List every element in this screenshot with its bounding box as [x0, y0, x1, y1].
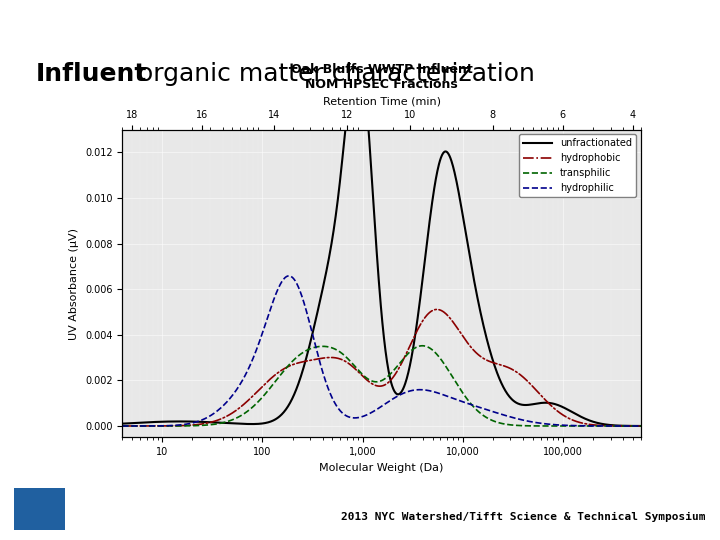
- transphilic: [328, 345, 336, 351]
- unfractionated: [346, 75, 355, 81]
- Line: hydrophobic: hydrophobic: [122, 309, 641, 426]
- transphilic: [346, 359, 355, 365]
- unfractionated: [474, 302, 483, 308]
- unfractionated: [523, 402, 531, 408]
- transphilic: [636, 423, 645, 429]
- transphilic: [418, 342, 427, 349]
- hydrophobic: [433, 306, 441, 313]
- transphilic: [118, 423, 127, 429]
- X-axis label: Retention Time (min): Retention Time (min): [323, 96, 441, 106]
- Line: hydrophilic: hydrophilic: [122, 276, 641, 426]
- Legend: unfractionated, hydrophobic, transphilic, hydrophilic: unfractionated, hydrophobic, transphilic…: [519, 134, 636, 197]
- transphilic: [523, 423, 531, 429]
- hydrophilic: [118, 423, 127, 429]
- unfractionated: [118, 421, 127, 427]
- hydrophilic: [474, 404, 483, 410]
- unfractionated: [636, 423, 645, 429]
- unfractionated: [328, 237, 336, 244]
- hydrophilic: [284, 273, 293, 279]
- hydrophilic: [523, 418, 531, 424]
- hydrophobic: [474, 352, 483, 359]
- Line: transphilic: transphilic: [122, 346, 641, 426]
- hydrophilic: [347, 414, 356, 421]
- hydrophobic: [346, 362, 355, 368]
- transphilic: [171, 423, 180, 429]
- X-axis label: Molecular Weight (Da): Molecular Weight (Da): [320, 463, 444, 472]
- Line: unfractionated: unfractionated: [122, 46, 641, 426]
- Title: Oak Bluffs WWTP Influent
NOM HPSEC Fractions: Oak Bluffs WWTP Influent NOM HPSEC Fract…: [291, 63, 472, 91]
- unfractionated: [532, 400, 541, 407]
- Text: 2013 NYC Watershed/Tifft Science & Technical Symposium: 2013 NYC Watershed/Tifft Science & Techn…: [341, 512, 706, 522]
- hydrophilic: [171, 422, 180, 429]
- transphilic: [474, 409, 483, 415]
- hydrophobic: [636, 423, 645, 429]
- hydrophobic: [523, 377, 531, 384]
- FancyBboxPatch shape: [14, 488, 65, 530]
- hydrophobic: [171, 422, 180, 429]
- Text: Influent: Influent: [36, 62, 148, 86]
- hydrophobic: [118, 423, 127, 429]
- hydrophobic: [532, 387, 541, 394]
- Y-axis label: UV Absorbance (μV): UV Absorbance (μV): [70, 227, 79, 340]
- hydrophilic: [636, 423, 645, 429]
- Text: organic matter characterization: organic matter characterization: [130, 62, 534, 86]
- hydrophobic: [328, 354, 336, 361]
- unfractionated: [354, 43, 362, 49]
- unfractionated: [171, 418, 180, 424]
- transphilic: [532, 423, 541, 429]
- hydrophilic: [328, 395, 337, 402]
- hydrophilic: [532, 420, 541, 426]
